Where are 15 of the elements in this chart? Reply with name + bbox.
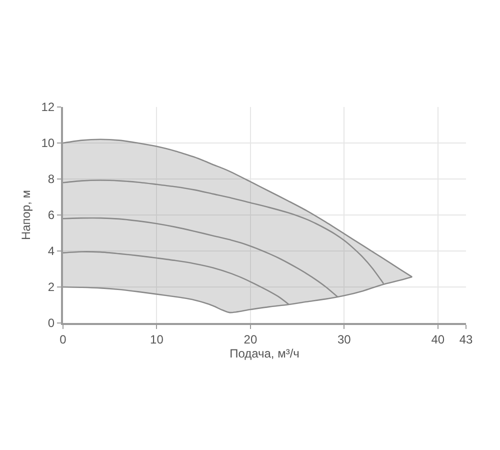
y-tick-label: 4: [48, 244, 55, 258]
y-tick-label: 6: [48, 208, 55, 222]
x-tick-label: 20: [244, 332, 258, 346]
x-tick-label: 43: [459, 332, 473, 346]
y-tick-label: 8: [48, 172, 55, 186]
y-tick-label: 12: [41, 100, 55, 114]
x-tick-label: 40: [431, 332, 445, 346]
x-tick-label: 30: [337, 332, 352, 346]
x-tick-label: 0: [60, 332, 67, 346]
x-tick-label: 10: [150, 332, 164, 346]
y-tick-label: 10: [41, 136, 55, 150]
y-axis-title: Напор, м: [19, 190, 34, 240]
y-tick-label: 0: [48, 316, 55, 330]
x-axis-title: Подача, м³/ч: [230, 346, 300, 360]
y-tick-label: 2: [48, 280, 55, 294]
